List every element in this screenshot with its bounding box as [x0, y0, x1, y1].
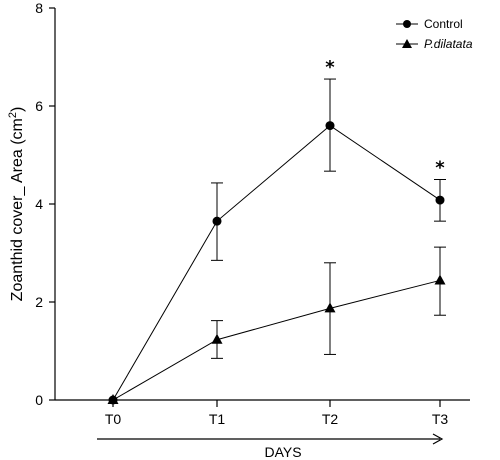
legend: Control P.dilatata	[396, 17, 473, 51]
legend-pdilatata-label: P.dilatata	[424, 37, 473, 51]
data-point	[107, 394, 119, 404]
series-line	[112, 279, 441, 401]
y-tick-label: 4	[35, 196, 43, 212]
data-point	[324, 302, 336, 313]
x-axis-label: DAYS	[264, 444, 301, 460]
legend-control-marker	[403, 20, 411, 28]
y-tick-label: 8	[35, 0, 43, 16]
x-tick-label: T0	[105, 411, 122, 427]
y-ticks: 0 2 4 6 8	[35, 0, 55, 408]
data-point	[435, 195, 445, 205]
series-pdilatata	[107, 246, 446, 404]
days-arrow-head	[432, 433, 444, 445]
annotations: **	[325, 57, 445, 178]
y-axis-label: Zoanthid cover_ Area (cm2)	[7, 107, 26, 302]
significance-star: *	[435, 158, 445, 179]
series-layer	[107, 78, 446, 405]
legend-pdilatata-marker	[402, 39, 412, 48]
data-point	[211, 333, 223, 344]
significance-star: *	[325, 57, 335, 78]
y-tick-label: 6	[35, 98, 43, 114]
data-point	[325, 121, 335, 131]
x-ticks: T0 T1 T2 T3	[105, 400, 449, 427]
data-point	[212, 216, 222, 226]
legend-control-label: Control	[424, 17, 463, 31]
x-tick-label: T2	[322, 411, 339, 427]
series-control	[108, 78, 446, 405]
x-tick-label: T3	[432, 411, 449, 427]
y-tick-label: 2	[35, 294, 43, 310]
series-line	[112, 124, 441, 401]
data-point	[434, 274, 446, 285]
x-tick-label: T1	[209, 411, 226, 427]
y-tick-label: 0	[35, 392, 43, 408]
